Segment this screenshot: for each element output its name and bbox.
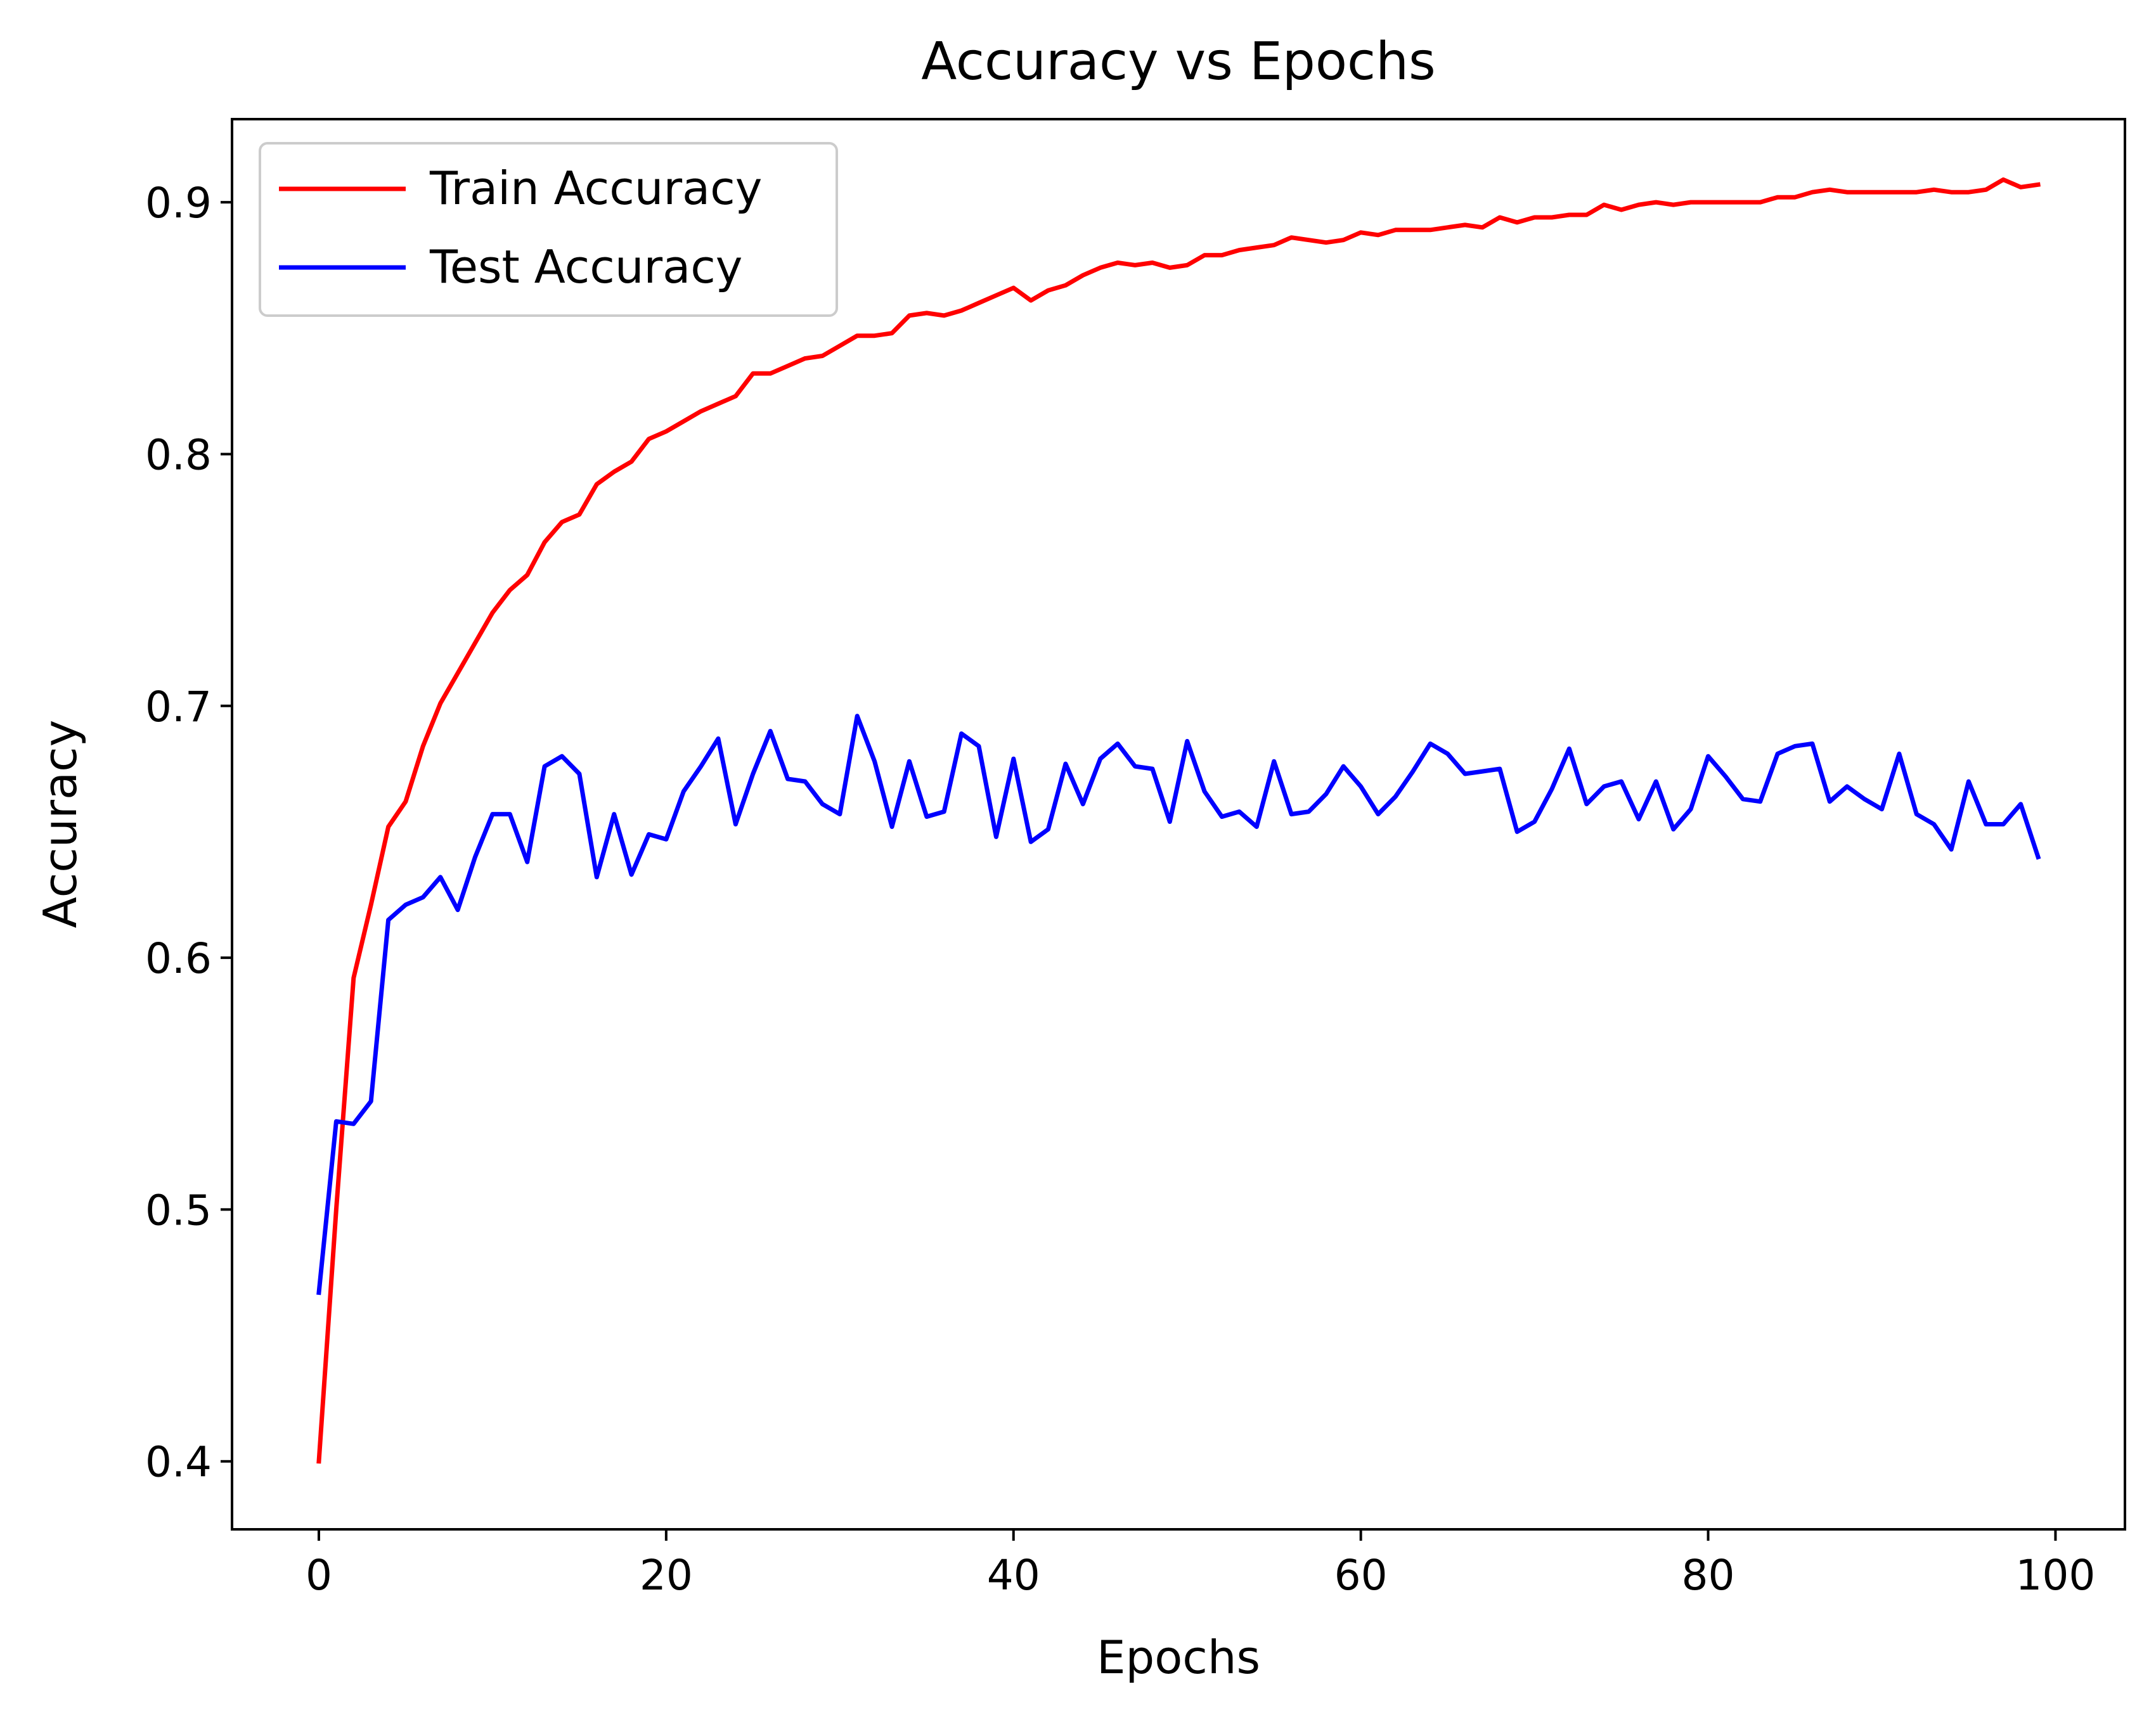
x-axis-ticks: 0 20 40 60 80 100 (306, 1529, 2095, 1600)
legend-box (259, 142, 838, 317)
y-tick-label: 0.7 (145, 683, 212, 731)
series-layer (316, 177, 2041, 1464)
series-line-1 (316, 714, 2041, 1295)
x-tick-label: 80 (1682, 1551, 1735, 1600)
y-tick-label: 0.4 (145, 1438, 212, 1487)
y-tick-label: 0.8 (145, 430, 212, 479)
legend: Train Accuracy Test Accuracy (259, 142, 838, 317)
y-tick-label: 0.5 (145, 1186, 212, 1235)
y-tick-label: 0.9 (145, 179, 212, 228)
plot-frame (231, 118, 2126, 1531)
legend-label-train: Train Accuracy (429, 162, 762, 215)
y-tick-label: 0.6 (145, 934, 212, 983)
x-tick-label: 0 (306, 1551, 332, 1600)
x-tick-label: 20 (640, 1551, 693, 1600)
x-tick-label: 40 (987, 1551, 1040, 1600)
series-line-0 (316, 177, 2041, 1464)
legend-label-test: Test Accuracy (429, 240, 742, 293)
x-tick-label: 100 (2015, 1551, 2095, 1600)
chart-title: Accuracy vs Epochs (921, 32, 1436, 92)
y-axis-ticks: 0.4 0.5 0.6 0.7 0.8 0.9 (145, 179, 232, 1487)
y-axis-label: Accuracy (34, 720, 87, 928)
x-axis-label: Epochs (1097, 1631, 1260, 1684)
x-tick-label: 60 (1334, 1551, 1388, 1600)
